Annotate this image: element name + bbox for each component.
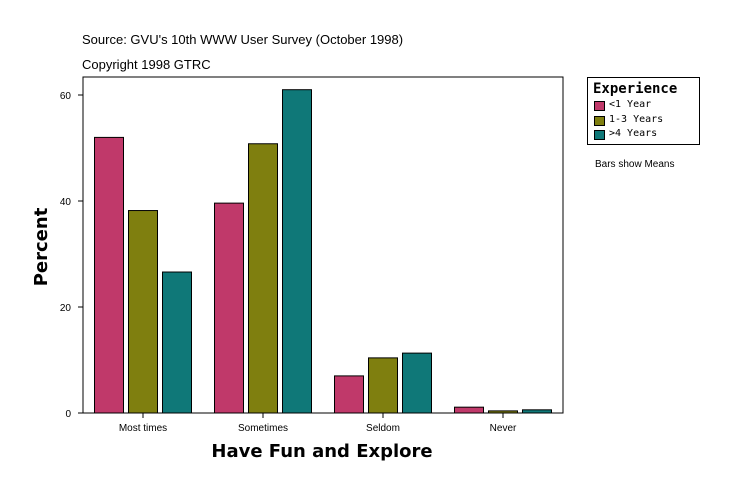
source-note: Source: GVU's 10th WWW User Survey (Octo…	[82, 32, 404, 47]
legend-swatch	[594, 116, 605, 126]
bar	[214, 202, 244, 414]
bar	[454, 406, 484, 414]
bar	[128, 210, 158, 414]
legend: Experience <1 Year 1-3 Years >4 Years	[587, 77, 700, 145]
bar	[282, 89, 312, 414]
legend-label: >4 Years	[609, 128, 658, 139]
y-axis-ticks: 0 20 40 60	[60, 91, 83, 420]
x-axis-title: Have Fun and Explore	[211, 441, 432, 462]
bar	[94, 136, 124, 414]
y-tick-label: 40	[60, 197, 72, 208]
bars-show-means-note: Bars show Means	[595, 159, 675, 170]
x-tick-label: Seldom	[366, 423, 400, 434]
legend-title: Experience	[593, 81, 678, 97]
bar	[488, 410, 518, 414]
bar	[162, 271, 192, 414]
copyright-note: Copyright 1998 GTRC	[82, 57, 211, 72]
x-tick-label: Never	[490, 423, 517, 434]
y-tick-label: 60	[60, 91, 72, 102]
legend-label: 1-3 Years	[609, 114, 664, 125]
x-tick-label: Most times	[119, 423, 167, 434]
y-tick-label: 0	[65, 409, 71, 420]
y-axis-title: Percent	[31, 207, 52, 286]
bar	[368, 357, 398, 414]
bar	[402, 352, 432, 414]
bar	[334, 375, 364, 414]
bars	[94, 89, 552, 414]
y-tick-label: 20	[60, 303, 72, 314]
legend-swatch	[594, 130, 605, 140]
bar	[522, 409, 552, 414]
x-tick-label: Sometimes	[238, 423, 288, 434]
x-axis-ticks: Most times Sometimes Seldom Never	[119, 413, 517, 434]
legend-label: <1 Year	[609, 99, 652, 110]
bar	[248, 143, 278, 414]
legend-swatch	[594, 101, 605, 111]
